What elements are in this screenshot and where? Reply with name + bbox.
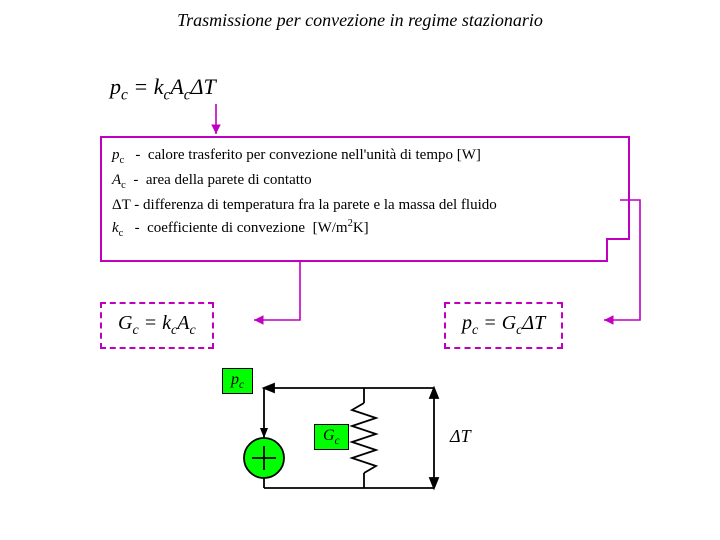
source-label: pc — [222, 368, 253, 394]
formula-gc-box: Gc = kcAc — [100, 302, 214, 349]
f-r1: = k — [139, 312, 171, 334]
formula-rhs2-sub: c — [184, 86, 191, 103]
formula-lhs-sub: c — [121, 86, 128, 103]
dt-label: ΔT — [450, 426, 471, 447]
label-text: p — [231, 371, 239, 388]
label-sub: c — [335, 435, 340, 447]
def-sym: ΔT — [112, 197, 131, 213]
f-r3: ΔT — [522, 312, 545, 334]
def-sep: - — [126, 172, 146, 188]
def-desc-pre: coefficiente di convezione [W/m — [147, 220, 347, 236]
main-formula: pc = kcAcΔT — [110, 74, 216, 104]
def-desc: area della parete di contatto — [146, 172, 312, 188]
def-row-kc: kc - coefficiente di convezione [W/m2K] — [112, 216, 618, 242]
def-sep: - — [124, 147, 148, 163]
page-curl-icon — [608, 240, 630, 262]
circuit-diagram: pc Gc ΔT — [224, 368, 504, 508]
definitions-box: pc - calore trasferito per convezione ne… — [100, 136, 630, 262]
f-lhs: G — [118, 312, 132, 334]
formula-lhs: p — [110, 74, 121, 99]
def-desc: calore trasferito per convezione nell'un… — [148, 147, 481, 163]
formula-rhs2: A — [170, 74, 183, 99]
def-desc-post: K] — [353, 220, 369, 236]
def-sep: - — [123, 220, 147, 236]
def-sym: A — [112, 172, 121, 188]
page-title: Trasmissione per convezione in regime st… — [0, 10, 720, 31]
formula-pc-box: pc = GcΔT — [444, 302, 563, 349]
def-sym: p — [112, 147, 120, 163]
f-r2: A — [177, 312, 189, 334]
label-sub: c — [239, 379, 244, 391]
def-desc: differenza di temperatura fra la parete … — [143, 197, 497, 213]
formula-rhs1: = k — [128, 74, 164, 99]
label-text: G — [323, 427, 335, 444]
f-r1: = G — [478, 312, 516, 334]
resistor-label: Gc — [314, 424, 349, 450]
def-sep: - — [131, 197, 144, 213]
f-lhs: p — [462, 312, 472, 334]
def-row-dt: ΔT - differenza di temperatura fra la pa… — [112, 194, 618, 217]
f-r2s: c — [189, 323, 195, 338]
def-sym: k — [112, 220, 119, 236]
formula-rhs3: ΔT — [191, 74, 216, 99]
def-row-pc: pc - calore trasferito per convezione ne… — [112, 144, 618, 169]
def-row-ac: Ac - area della parete di contatto — [112, 169, 618, 194]
